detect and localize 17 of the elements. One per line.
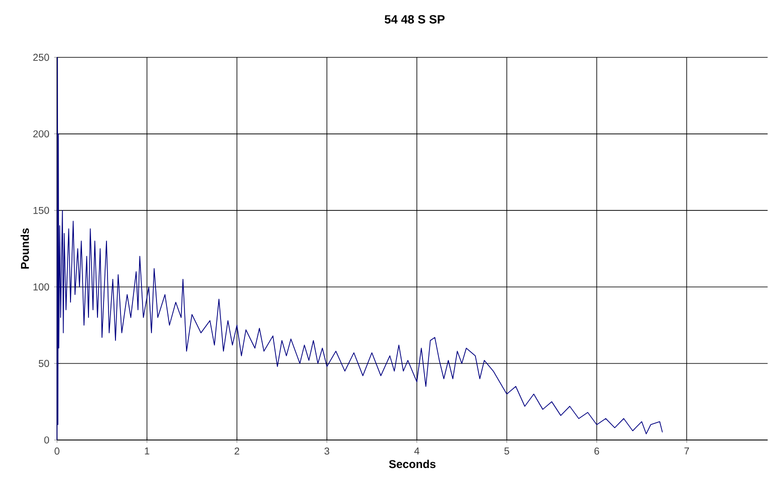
y-tick-label: 250 [33,54,50,61]
x-tick-label: 6 [594,448,600,455]
x-axis-title: Seconds [389,460,436,468]
x-tick-label: 5 [504,448,510,455]
x-tick-label: 1 [144,448,150,454]
y-axis-title: Pounds [20,228,29,269]
x-tick-label: 4 [414,448,420,454]
x-tick-label: 7 [684,448,689,454]
y-tick-label: 50 [38,360,50,367]
y-tick-label: 200 [33,130,50,138]
chart-title: 54 48 S SP [384,15,445,24]
y-tick-label: 0 [44,436,50,444]
x-tick-label: 0 [54,448,60,455]
x-tick-label: 2 [234,448,240,455]
y-tick-label: 150 [34,206,50,214]
y-tick-label: 100 [34,283,50,290]
x-tick-label: 3 [324,448,330,455]
